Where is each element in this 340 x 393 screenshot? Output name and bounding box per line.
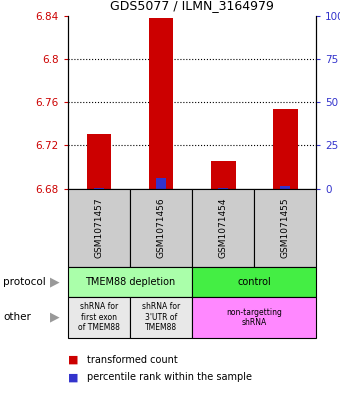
Text: other: other <box>3 312 31 322</box>
Bar <box>130 189 192 267</box>
Text: protocol: protocol <box>3 277 46 287</box>
Bar <box>254 189 316 267</box>
Text: percentile rank within the sample: percentile rank within the sample <box>87 372 252 382</box>
Bar <box>68 189 130 267</box>
Text: GSM1071457: GSM1071457 <box>95 198 103 258</box>
Text: ▶: ▶ <box>50 275 59 288</box>
Bar <box>87 134 112 189</box>
Text: shRNA for
3'UTR of
TMEM88: shRNA for 3'UTR of TMEM88 <box>142 303 180 332</box>
Bar <box>280 186 290 189</box>
Bar <box>273 109 298 189</box>
Bar <box>218 187 228 189</box>
Bar <box>149 18 173 189</box>
Bar <box>211 160 236 189</box>
Text: non-targetting
shRNA: non-targetting shRNA <box>226 308 282 327</box>
Bar <box>68 297 130 338</box>
Text: GSM1071456: GSM1071456 <box>157 198 166 258</box>
Text: ■: ■ <box>68 372 79 382</box>
Bar <box>94 187 104 189</box>
Bar <box>192 267 316 297</box>
Text: TMEM88 depletion: TMEM88 depletion <box>85 277 175 287</box>
Text: GSM1071454: GSM1071454 <box>219 198 227 258</box>
Bar <box>156 178 166 189</box>
Text: transformed count: transformed count <box>87 354 177 365</box>
Bar <box>192 297 316 338</box>
Bar <box>68 267 192 297</box>
Text: ■: ■ <box>68 354 79 365</box>
Title: GDS5077 / ILMN_3164979: GDS5077 / ILMN_3164979 <box>110 0 274 12</box>
Text: ▶: ▶ <box>50 311 59 324</box>
Bar <box>130 297 192 338</box>
Text: shRNA for
first exon
of TMEM88: shRNA for first exon of TMEM88 <box>78 303 120 332</box>
Bar <box>192 189 254 267</box>
Text: GSM1071455: GSM1071455 <box>281 198 290 258</box>
Text: control: control <box>237 277 271 287</box>
